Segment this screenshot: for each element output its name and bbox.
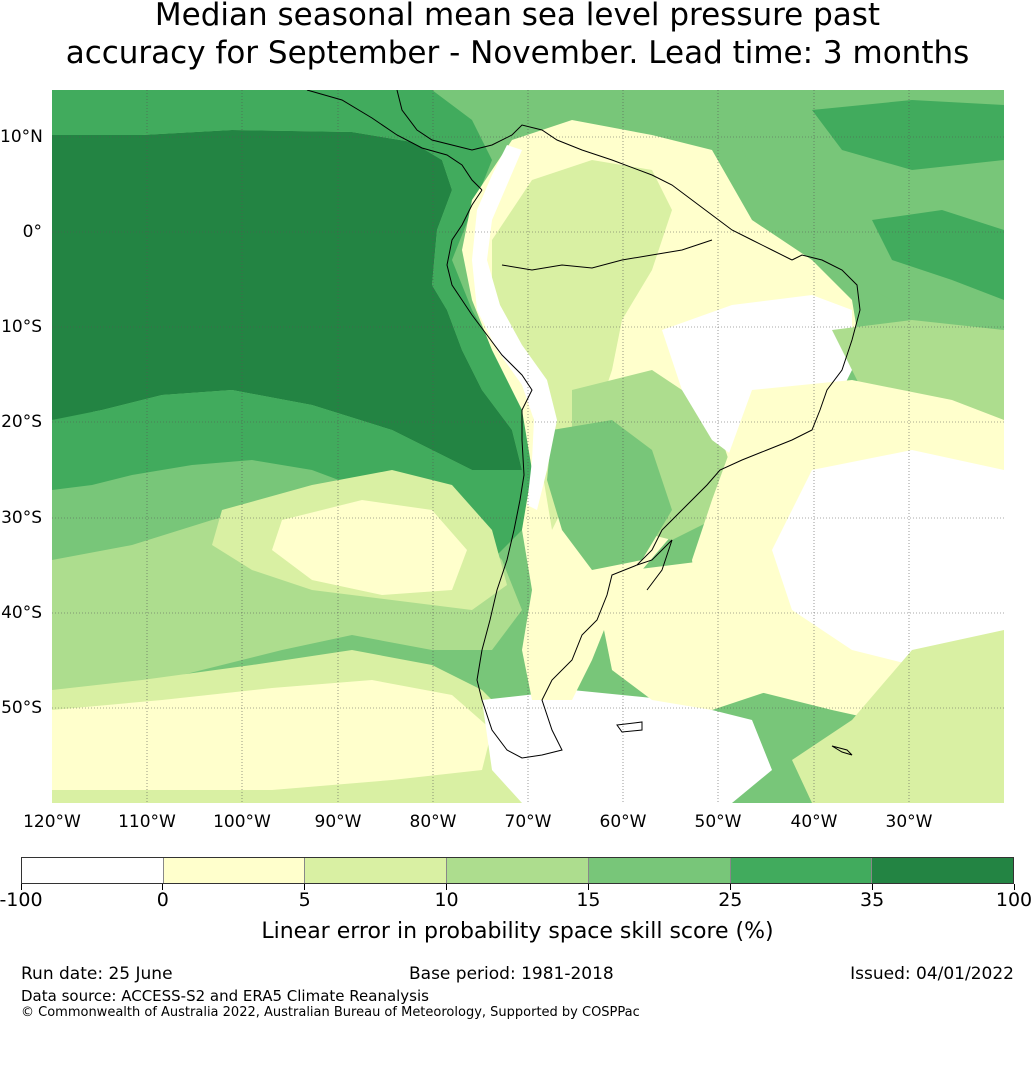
colorbar-tick	[162, 884, 164, 890]
lon-label: 40°W	[790, 812, 838, 832]
skill-score-map	[52, 90, 1004, 803]
southeast-pacific-0-5	[272, 500, 467, 595]
south-atlantic-10-15	[832, 320, 1004, 420]
colorbar-tick	[1013, 884, 1015, 890]
rio-de-la-plata	[636, 539, 673, 591]
colorbar-segment	[730, 858, 873, 883]
lat-label: 30°S	[1, 508, 42, 528]
colorbar-tick	[729, 884, 731, 890]
colorbar-label: 35	[860, 889, 885, 911]
colorbar	[21, 857, 1014, 884]
coastlines	[306, 90, 861, 759]
colorbar-tick	[446, 884, 448, 890]
falkland-islands	[616, 721, 643, 733]
colorbar-segment	[447, 858, 589, 883]
colorbar-segment	[305, 858, 448, 883]
amazon-river	[501, 239, 713, 271]
run-date: Run date: 25 June	[21, 964, 173, 984]
lon-label: 30°W	[885, 812, 933, 832]
data-source: Data source: ACCESS-S2 and ERA5 Climate …	[21, 987, 429, 1005]
lon-label: 80°W	[409, 812, 457, 832]
lat-label: 40°S	[1, 603, 42, 623]
colorbar-title: Linear error in probability space skill …	[261, 919, 774, 944]
colorbar-segment	[588, 858, 731, 883]
la-plata-15-25	[547, 420, 672, 570]
lon-label: 50°W	[694, 812, 742, 832]
coastal-argentina-0-5	[602, 560, 772, 710]
title-line-2: accuracy for September - November. Lead …	[65, 35, 970, 71]
graticule	[52, 90, 1004, 803]
south-atlantic-negative	[772, 450, 1004, 680]
atlantic-25-35	[812, 100, 1004, 170]
pacific-band-25-35	[52, 90, 532, 560]
colorbar-label: 5	[298, 889, 311, 911]
lat-label: 10°N	[0, 127, 43, 147]
issued-date: Issued: 04/01/2022	[850, 964, 1014, 984]
colorbar-label: -100	[0, 889, 43, 911]
south-america-coast	[446, 189, 861, 759]
base-period: Base period: 1981-2018	[409, 964, 614, 984]
central-america-coast	[306, 90, 483, 191]
south-atlantic-5-10	[792, 630, 1004, 803]
colorbar-label: 100	[995, 889, 1033, 911]
drake-passage-negative-skill	[482, 690, 772, 803]
colorbar-label: 0	[156, 889, 169, 911]
lat-label: 20°S	[1, 412, 42, 432]
pacific-high-skill-region	[52, 130, 522, 470]
colorbar-segment	[22, 858, 164, 883]
andes-white-strip	[472, 145, 557, 510]
map-title: Median seasonal mean sea level pressure …	[0, 0, 1035, 72]
lat-label: 10°S	[1, 317, 42, 337]
colorbar-label: 10	[434, 889, 459, 911]
colorbar-tick	[587, 884, 589, 890]
south-georgia	[831, 745, 853, 756]
southern-band-0-5	[52, 680, 492, 790]
lon-label: 120°W	[23, 812, 81, 832]
colorbar-tick	[304, 884, 306, 890]
title-line-1: Median seasonal mean sea level pressure …	[154, 0, 881, 33]
colorbar-label: 15	[576, 889, 601, 911]
lon-label: 100°W	[213, 812, 271, 832]
map-canvas	[52, 90, 1004, 803]
colorbar-tick	[871, 884, 873, 890]
lon-label: 90°W	[314, 812, 362, 832]
lon-label: 70°W	[504, 812, 552, 832]
colorbar-label: 25	[718, 889, 743, 911]
copyright: © Commonwealth of Australia 2022, Austra…	[21, 1005, 640, 1020]
lat-label: 0°	[22, 222, 42, 242]
lat-label: 50°S	[1, 698, 42, 718]
colorbar-segment	[872, 858, 1014, 883]
caribbean-coast	[396, 90, 793, 261]
lon-label: 60°W	[599, 812, 647, 832]
colorbar-segment	[163, 858, 306, 883]
colorbar-tick	[20, 884, 22, 890]
lon-label: 110°W	[118, 812, 176, 832]
atlantic-25-35-east	[872, 210, 1004, 300]
